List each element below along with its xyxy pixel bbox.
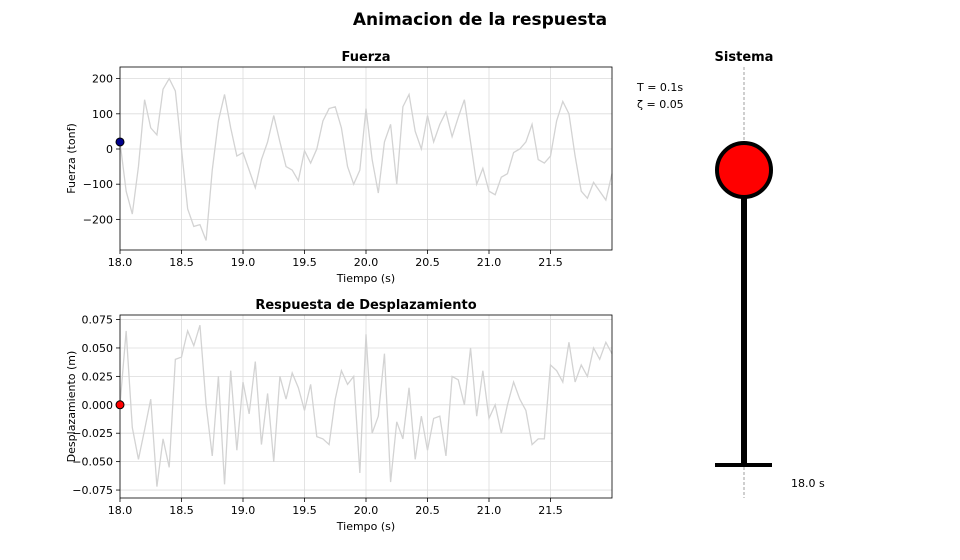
figure-title: Animacion de la respuesta — [353, 10, 607, 30]
data-line — [119, 325, 613, 487]
mass — [715, 141, 773, 199]
x-tick-label: 20.5 — [415, 256, 440, 269]
x-tick-label: 19.0 — [231, 256, 256, 269]
y-tick-label: −200 — [83, 213, 113, 226]
y-tick-label: 100 — [92, 108, 113, 121]
x-tick-label: 18.0 — [108, 256, 133, 269]
y-axis-label: Fuerza (tonf) — [65, 123, 78, 193]
y-tick-label: −0.025 — [72, 427, 113, 440]
x-tick-label: 19.5 — [292, 256, 317, 269]
y-tick-label: −0.075 — [72, 484, 113, 497]
system-title: Sistema — [715, 50, 774, 65]
current-point — [115, 400, 125, 410]
x-tick-label: 21.0 — [477, 256, 502, 269]
system-diagram: Sistema T = 0.1s ζ = 0.05 18.0 s — [636, 50, 825, 498]
x-tick-label: 18.5 — [169, 504, 194, 517]
chart-title: Respuesta de Desplazamiento — [255, 298, 476, 313]
y-tick-label: 0 — [106, 143, 113, 156]
x-tick-label: 20.0 — [354, 256, 379, 269]
period-label: T = 0.1s — [636, 81, 683, 94]
x-tick-label: 21.0 — [477, 504, 502, 517]
x-axis-label: Tiempo (s) — [336, 520, 395, 533]
x-tick-label: 18.0 — [108, 504, 133, 517]
time-label: 18.0 s — [791, 477, 825, 490]
x-tick-label: 19.0 — [231, 504, 256, 517]
x-tick-label: 20.0 — [354, 504, 379, 517]
x-tick-label: 21.5 — [538, 256, 563, 269]
y-tick-label: 0.025 — [82, 370, 114, 383]
x-tick-label: 20.5 — [415, 504, 440, 517]
y-axis-label: Desplazamiento (m) — [65, 351, 78, 463]
y-tick-label: −100 — [83, 178, 113, 191]
x-axis-label: Tiempo (s) — [336, 272, 395, 285]
y-tick-label: −0.050 — [72, 456, 113, 469]
y-tick-label: 200 — [92, 73, 113, 86]
y-tick-label: 0.050 — [82, 342, 114, 355]
data-line — [119, 77, 613, 241]
x-tick-label: 19.5 — [292, 504, 317, 517]
damping-label: ζ = 0.05 — [637, 98, 684, 111]
axes-frame — [119, 66, 613, 251]
chart-title: Fuerza — [341, 50, 390, 65]
x-tick-label: 21.5 — [538, 504, 563, 517]
y-tick-label: 0.000 — [82, 399, 114, 412]
y-tick-label: 0.075 — [82, 314, 114, 327]
x-tick-label: 18.5 — [169, 256, 194, 269]
current-point — [115, 137, 125, 147]
